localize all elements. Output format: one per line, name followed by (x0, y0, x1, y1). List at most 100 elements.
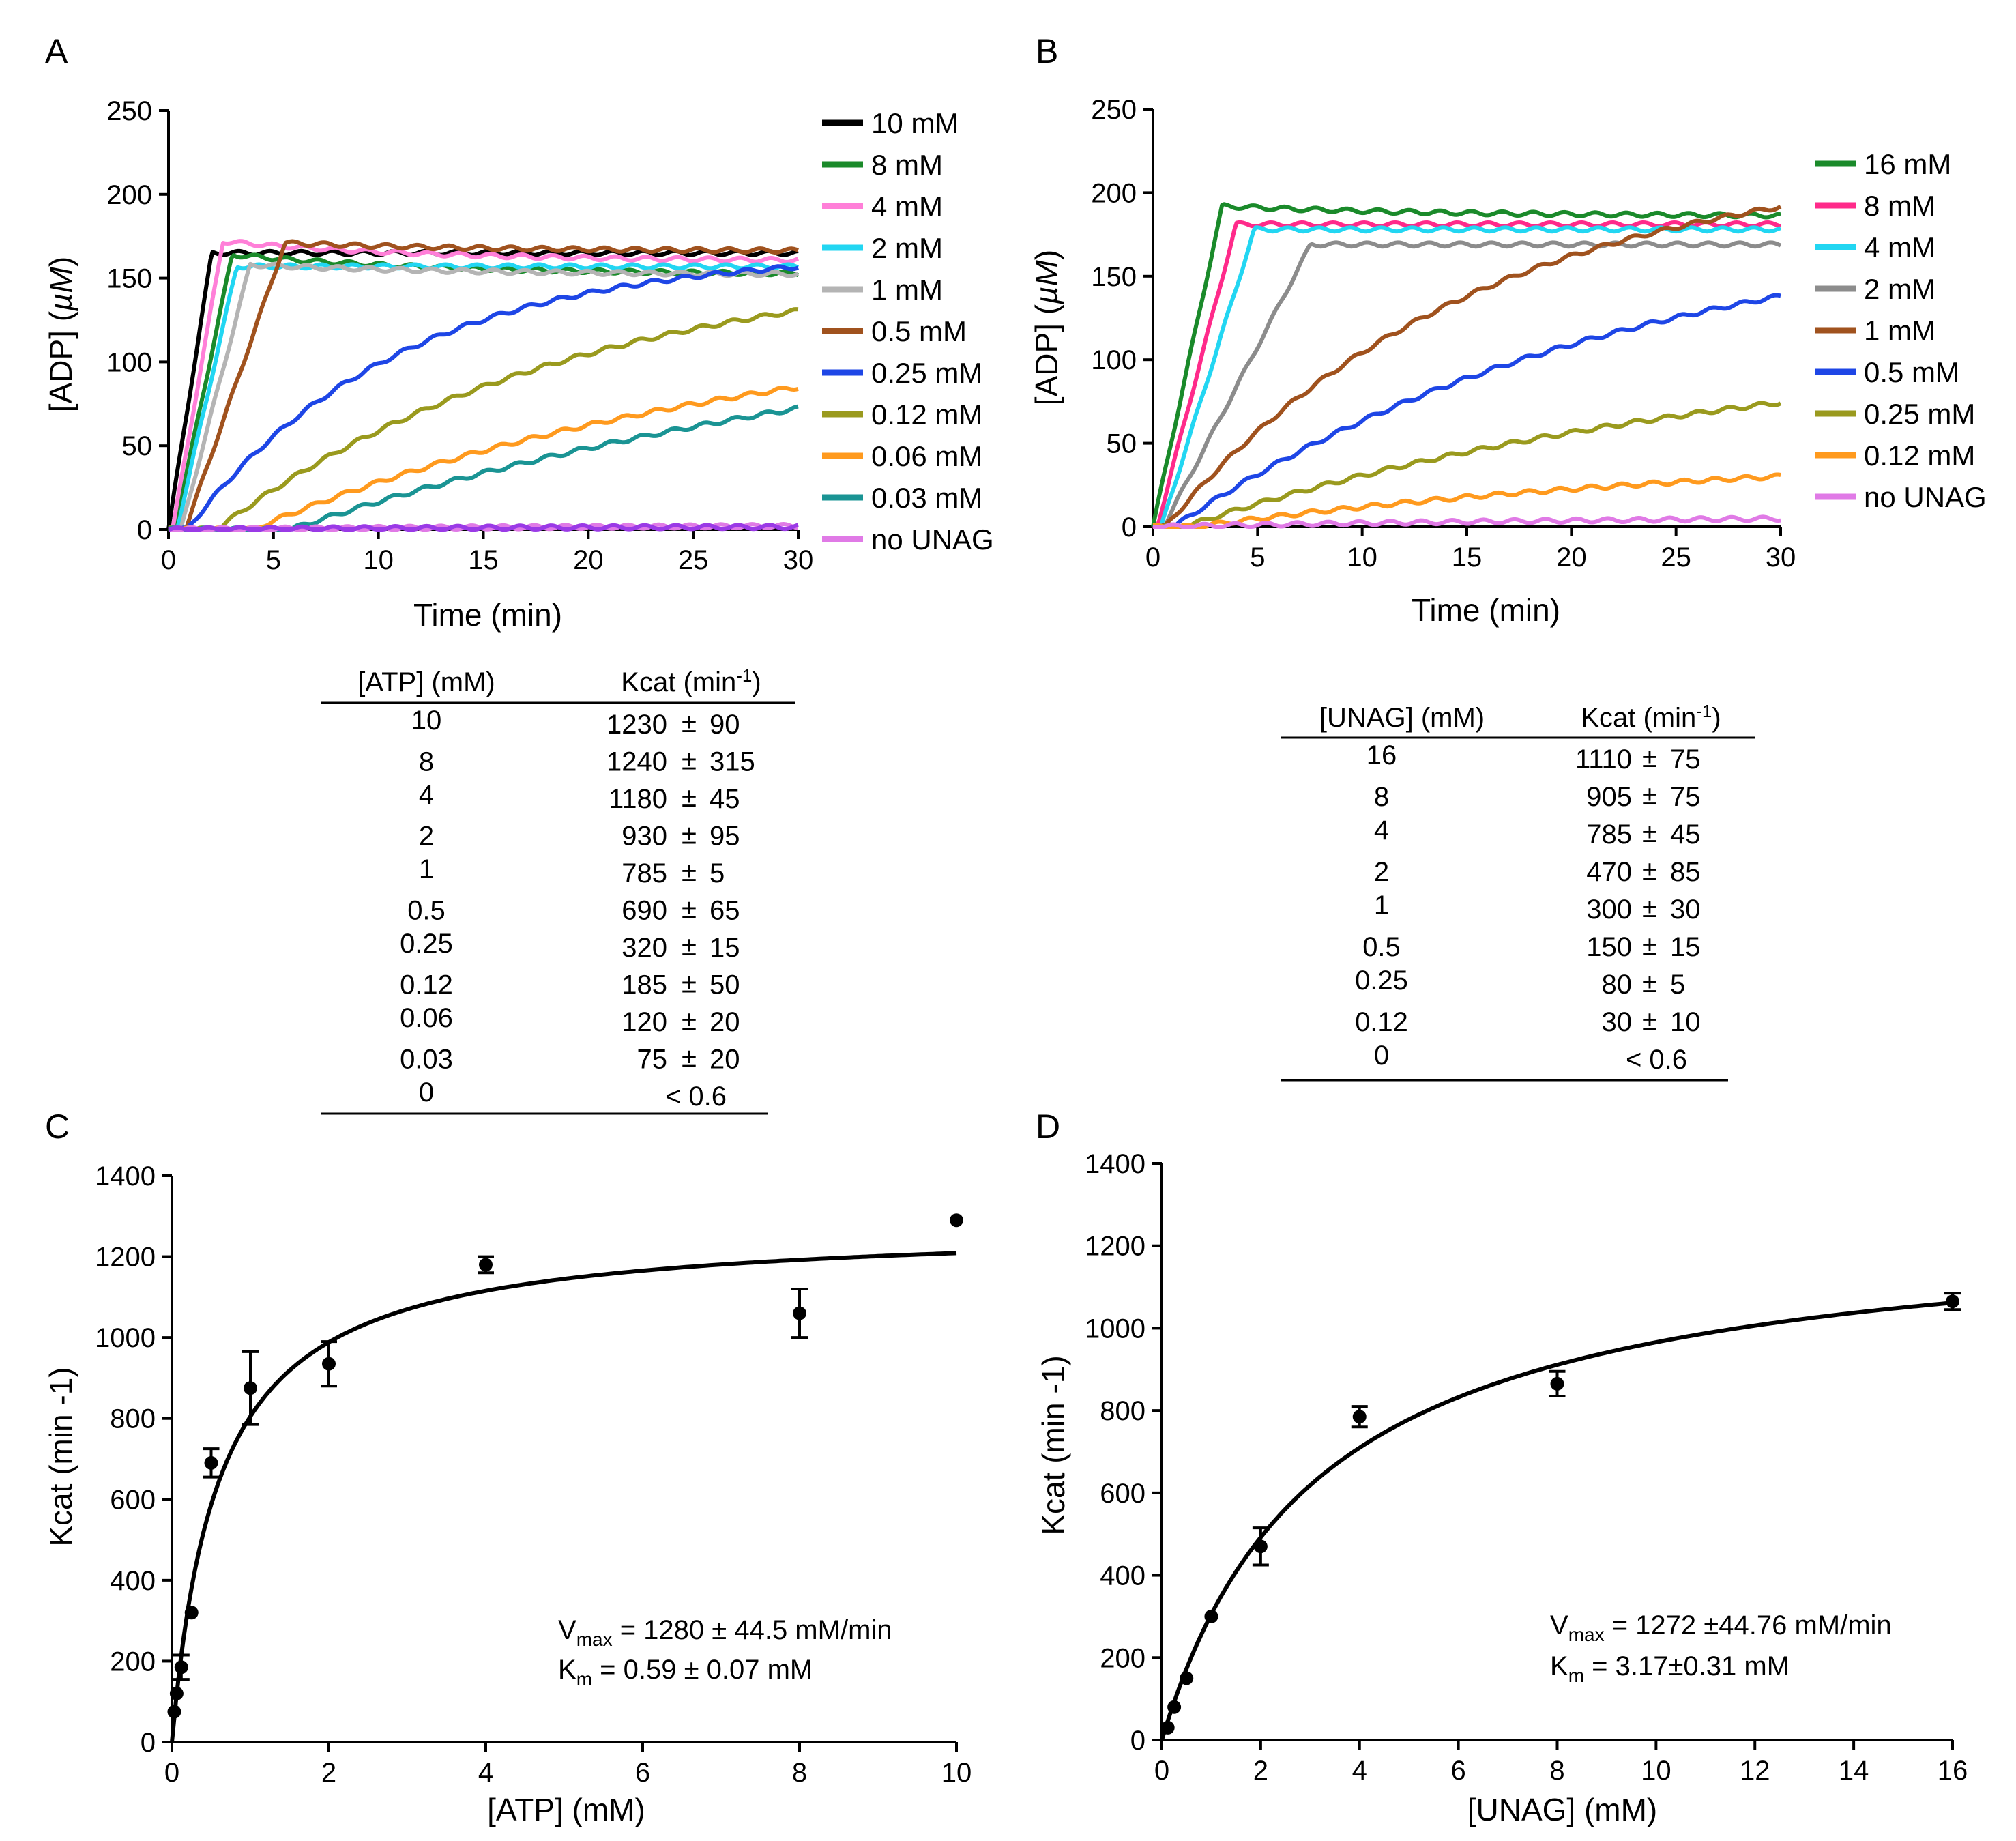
panel-a-series-line (168, 307, 799, 532)
panel-b-y-axis-label: [ADP] (µM) (1029, 250, 1064, 405)
panel-d-data-point (1180, 1671, 1194, 1685)
panel-d-x-tick-label: 10 (1641, 1756, 1671, 1786)
panel-c-y-tick-label: 800 (110, 1404, 156, 1434)
panel-b-x-tick-label: 0 (1145, 542, 1160, 572)
panel-b-y-tick-label: 250 (1091, 95, 1137, 125)
panel-d-y-tick-label: 1200 (1085, 1232, 1145, 1262)
table-a-row-kcat: < 0.6 (665, 1082, 727, 1112)
panel-d-fit-curve (1160, 1301, 1953, 1741)
panel-b-x-axis-label: Time (min) (1412, 592, 1560, 628)
panel-d-x-tick-label: 2 (1253, 1756, 1268, 1786)
table-b-row-kcat: 80 (1602, 970, 1633, 1000)
table-a-row-kcat: 1230 (607, 710, 667, 740)
panel-a-y-tick-label: 250 (106, 96, 152, 126)
panel-c-y-tick-label: 600 (110, 1485, 156, 1515)
panel-a-y-tick-label: 50 (122, 431, 153, 461)
table-a-row-kcat: 930 (622, 822, 667, 852)
panel-a-legend-label: 0.06 mM (871, 440, 982, 472)
table-b-row-kcat: 300 (1586, 895, 1632, 925)
table-a-row-concentration: 0.25 (400, 929, 453, 959)
table-a-row-plusminus: ± (682, 969, 697, 999)
panel-c-data-point (322, 1357, 336, 1371)
panel-d-data-point (1352, 1410, 1367, 1424)
panel-a-legend-label: 0.5 mM (871, 315, 967, 347)
table-a-row-error: 95 (710, 822, 740, 852)
panel-letter-a: A (45, 32, 68, 70)
table-a-row-concentration: 8 (419, 747, 434, 777)
panel-b-series-line (1152, 240, 1782, 529)
panel-b-y-tick-label: 0 (1122, 512, 1137, 542)
table-a-row-kcat: 785 (622, 858, 667, 888)
table-b-row-plusminus: ± (1642, 931, 1657, 961)
panel-a-legend-label: 10 mM (871, 107, 959, 139)
panel-a-series-line (169, 261, 800, 532)
panel-b-legend-label: 1 mM (1864, 315, 1935, 347)
table-b-row-error: 30 (1670, 895, 1701, 925)
table-b-row-concentration: 1 (1374, 890, 1389, 920)
table-a-row-kcat: 120 (622, 1007, 667, 1037)
table-a-row-plusminus: ± (682, 895, 697, 925)
table-a-row-kcat: 1240 (607, 747, 667, 777)
panel-b-x-tick-label: 30 (1766, 542, 1796, 572)
table-b-row-plusminus: ± (1642, 743, 1657, 773)
panel-d-data-point (1946, 1294, 1959, 1309)
panel-a-y-tick-label: 0 (137, 515, 152, 545)
table-a-row-kcat: 75 (637, 1045, 668, 1075)
panel-a-legend-label: no UNAG (871, 523, 994, 555)
panel-a-x-tick-label: 10 (363, 545, 394, 575)
table-b-row-kcat: 470 (1586, 857, 1632, 887)
panel-a-kcat-table: [ATP] (mM) Kcat (min-1) 10 1230 ±908 1240 ±3… (321, 665, 795, 1115)
panel-d-y-tick-label: 0 (1130, 1726, 1145, 1756)
table-b-row-error: 15 (1670, 932, 1701, 962)
panel-b-x-tick-label: 20 (1556, 542, 1587, 572)
panel-b-series-line (1153, 225, 1781, 529)
panel-b-series-line (1153, 401, 1782, 529)
table-a-row-concentration: 4 (419, 780, 434, 810)
panel-d-x-tick-label: 16 (1938, 1756, 1968, 1786)
panel-d-data-point (1204, 1609, 1218, 1623)
table-b-row-concentration: 4 (1374, 815, 1389, 845)
panel-b-series-line (1151, 202, 1781, 527)
panel-b-legend-label: 16 mM (1864, 148, 1951, 180)
table-b-row-plusminus: ± (1642, 818, 1657, 848)
panel-c-fit-curve (170, 1251, 957, 1743)
table-b-row-kcat: 30 (1602, 1007, 1633, 1037)
panel-b-timecourse-chart: Time (min) [ADP] (µM) 0 5 10 15 20 25 30 0 50 100… (1029, 95, 1987, 628)
panel-c-y-tick-label: 200 (110, 1647, 156, 1677)
table-a-row-error: 20 (710, 1045, 740, 1075)
panel-c-km-stat: Km = 0.59 ± 0.07 mM (558, 1655, 813, 1690)
table-a-row-concentration: 0.03 (400, 1045, 453, 1075)
table-b-row-concentration: 2 (1374, 857, 1389, 887)
panel-d-y-tick-label: 200 (1100, 1643, 1145, 1673)
panel-c-data-point (167, 1705, 181, 1719)
panel-d-y-axis-label: Kcat (min -1) (1036, 1355, 1071, 1535)
table-b-row-plusminus: ± (1642, 1006, 1657, 1036)
table-a-row-error: 45 (710, 784, 740, 814)
table-a-header-kcat: Kcat (min-1) (621, 665, 761, 697)
panel-d-x-tick-label: 6 (1451, 1756, 1466, 1786)
panel-a-legend-label: 0.25 mM (871, 357, 982, 389)
panel-b-legend-label: 2 mM (1864, 273, 1935, 305)
panel-b-legend-label: no UNAG (1864, 481, 1987, 513)
table-b-header-kcat: Kcat (min-1) (1581, 701, 1721, 733)
panel-a-legend-label: 0.03 mM (871, 482, 982, 514)
table-b-rows: 16 1110 ±758 905 ±754 785 ±452 470 ±851 300 ±300.5… (1355, 740, 1700, 1075)
table-a-row-plusminus: ± (682, 783, 697, 813)
panel-c-vmax-stat: Vmax = 1280 ± 44.5 mM/min (558, 1615, 892, 1650)
table-a-row-concentration: 0.12 (400, 970, 453, 1000)
panel-c-data-point (793, 1306, 806, 1320)
table-b-row-kcat: 905 (1586, 782, 1632, 812)
panel-a-y-tick-label: 100 (106, 347, 152, 377)
table-a-row-plusminus: ± (682, 1043, 697, 1073)
table-a-row-kcat: 690 (622, 896, 667, 926)
table-a-row-concentration: 10 (411, 706, 442, 736)
table-b-row-error: 75 (1670, 782, 1701, 812)
panel-a-series-line (169, 264, 800, 532)
panel-b-series-line (1152, 472, 1781, 529)
panel-b-x-tick-label: 25 (1661, 542, 1691, 572)
panel-c-y-tick-label: 400 (110, 1566, 156, 1596)
panel-d-data-point (1167, 1700, 1182, 1714)
panel-c-x-tick-label: 8 (792, 1758, 807, 1788)
table-b-row-concentration: 16 (1367, 740, 1397, 770)
